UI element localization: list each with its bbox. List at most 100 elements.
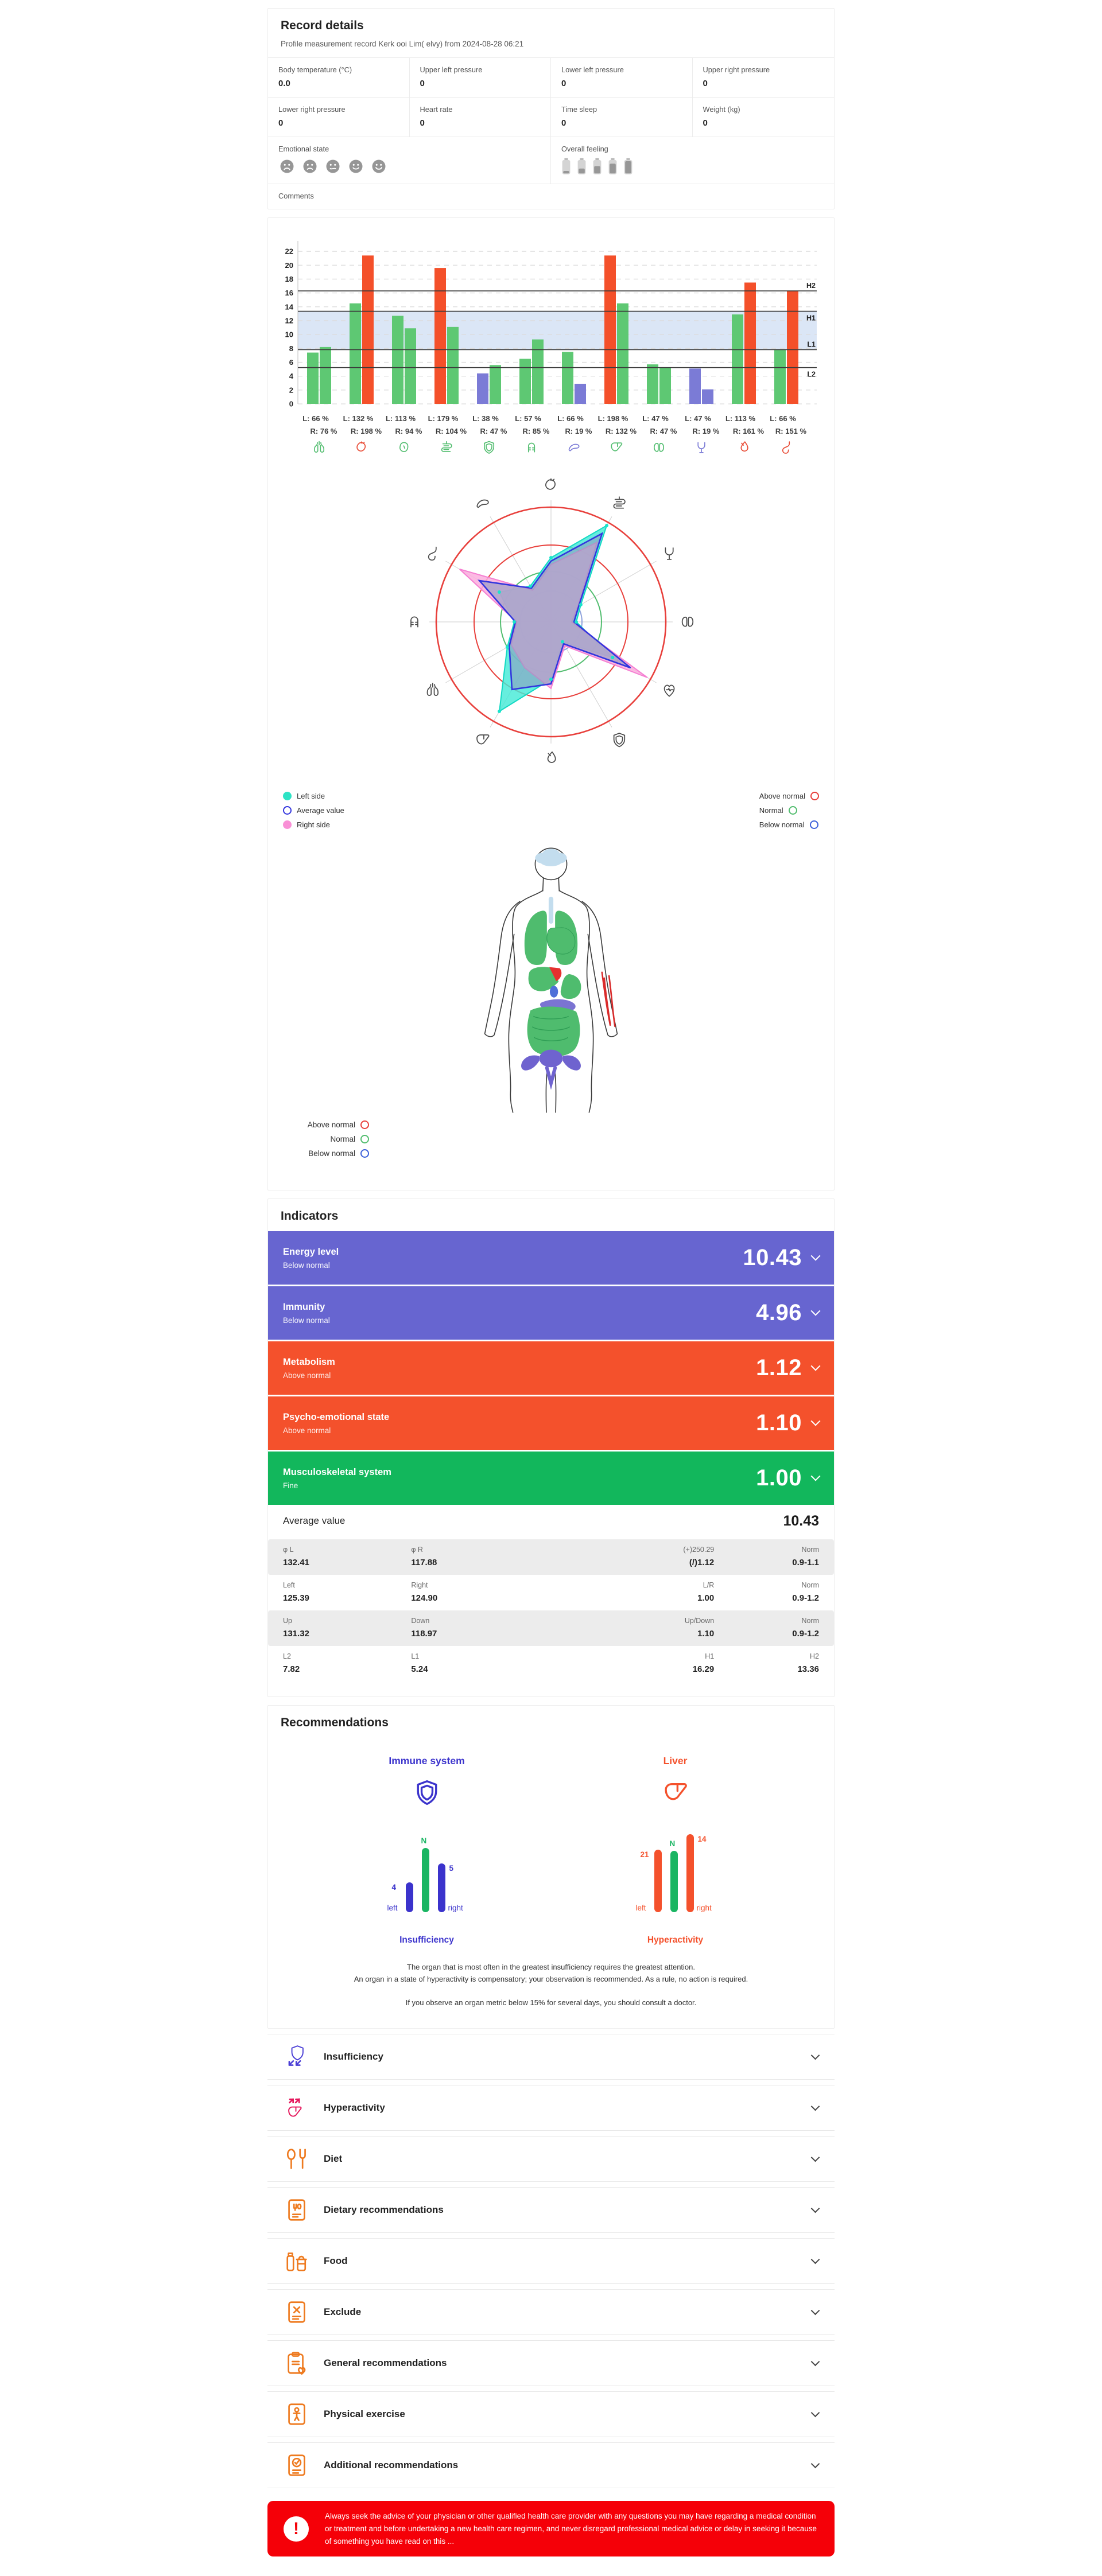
pancreas-icon — [568, 443, 580, 452]
recommendation-column-liver: Liver 21 N 14 left right Hyperactivity — [584, 1755, 767, 1945]
accordion-label: Physical exercise — [324, 2408, 405, 2420]
chevron-down-icon[interactable] — [810, 2050, 820, 2060]
overall-feeling-picker[interactable] — [561, 158, 824, 178]
accordion-hyperactivity[interactable]: Hyperactivity — [267, 2085, 835, 2131]
chevron-down-icon[interactable] — [810, 2204, 820, 2213]
indicator-psycho-emotional-state[interactable]: Psycho-emotional state Above normal 1.10 — [268, 1396, 834, 1450]
svg-text:R: 47 %: R: 47 % — [650, 427, 677, 435]
table-row: L2 7.82 L1 5.24 H1 16.29 H2 13.36 — [268, 1646, 834, 1682]
chevron-down-icon[interactable] — [810, 1471, 821, 1481]
battery-level-icon-2[interactable] — [577, 158, 587, 178]
mood-face-icon-3[interactable] — [324, 158, 342, 178]
accordion-dietary-recommendations[interactable]: Dietary recommendations — [267, 2187, 835, 2233]
chevron-down-icon[interactable] — [810, 2459, 820, 2469]
comments-field[interactable]: Comments — [268, 184, 834, 209]
cell-value: 5.24 — [411, 1664, 428, 1674]
legend-item-normal: Normal — [283, 1135, 369, 1143]
accordion-diet[interactable]: Diet — [267, 2136, 835, 2182]
accordion-label: Food — [324, 2255, 348, 2267]
food-jars-icon — [284, 2248, 310, 2274]
accordion-additional-recommendations[interactable]: Additional recommendations — [267, 2442, 835, 2489]
chevron-down-icon[interactable] — [810, 1251, 821, 1260]
legend-item-below-normal: Below normal — [759, 820, 819, 829]
table-cell-h1: H1 16.29 — [540, 1652, 715, 1674]
indicator-immunity[interactable]: Immunity Below normal 4.96 — [268, 1286, 834, 1340]
liver-icon — [660, 1777, 691, 1808]
accordion-exclude[interactable]: Exclude — [267, 2289, 835, 2336]
chevron-down-icon[interactable] — [810, 1416, 821, 1426]
accordion-physical-exercise[interactable]: Physical exercise — [267, 2391, 835, 2438]
note-line: If you observe an organ metric below 15%… — [405, 1998, 697, 2007]
chevron-down-icon[interactable] — [810, 2255, 820, 2264]
chevron-down-icon[interactable] — [810, 2306, 820, 2316]
cell-value: 117.88 — [411, 1558, 437, 1567]
battery-level-icon-3[interactable] — [592, 158, 602, 178]
cell-label: L2 — [283, 1652, 291, 1660]
field-time-sleep[interactable]: Time sleep 0 — [551, 98, 693, 137]
table-cell-h2: H2 13.36 — [714, 1652, 819, 1674]
mini-bar — [421, 1848, 429, 1912]
mood-face-icon-5[interactable] — [370, 158, 387, 178]
table-cell-norm: Norm 0.9-1.2 — [714, 1581, 819, 1603]
liver-icon — [476, 734, 490, 745]
colon-icon — [410, 616, 418, 628]
immune-shield-icon — [417, 1780, 437, 1805]
indicator-text: Energy level Below normal — [283, 1247, 339, 1270]
record-details-page: Record details Profile measurement recor… — [0, 8, 1102, 2557]
svg-text:6: 6 — [289, 358, 293, 367]
battery-level-icon-4[interactable] — [608, 158, 618, 178]
left-label: left — [387, 1904, 398, 1912]
cell-label: (+)250.29 — [683, 1546, 715, 1554]
legend-label: Right side — [297, 820, 330, 829]
chevron-down-icon[interactable] — [810, 2357, 820, 2367]
chevron-down-icon[interactable] — [810, 2408, 820, 2418]
mood-face-icon-2[interactable] — [301, 158, 319, 178]
legend-swatch-icon — [283, 806, 292, 815]
legend-item-above-normal: Above normal — [759, 792, 819, 800]
accordion-general-recommendations[interactable]: General recommendations — [267, 2340, 835, 2387]
gallbladder-organ — [549, 986, 558, 998]
battery-level-icon-5[interactable] — [623, 158, 633, 178]
legend-label: Average value — [297, 806, 344, 815]
indicator-name: Immunity — [283, 1301, 325, 1312]
accordion-food[interactable]: Food — [267, 2238, 835, 2285]
battery-level-icon-1[interactable] — [561, 158, 571, 178]
cutlery-icon — [284, 2146, 310, 2172]
field-upper-right-pressure[interactable]: Upper right pressure 0 — [692, 58, 834, 98]
chevron-down-icon[interactable] — [810, 2153, 820, 2162]
bladder-icon — [665, 547, 674, 560]
check-doc-icon — [284, 2452, 310, 2478]
field-body-temperature-c[interactable]: Body temperature (°C) 0.0 — [268, 58, 410, 98]
table-cell-norm: Norm 0.9-1.1 — [714, 1546, 819, 1567]
svg-text:L1: L1 — [807, 340, 816, 348]
charts-card: 0 2 4 6 8 10 12 14 16 18 20 22 L: 66 % R: 76 % L: 132 … — [267, 217, 835, 1190]
emotional-state-picker[interactable] — [278, 158, 540, 178]
record-details-card: Record details Profile measurement recor… — [267, 8, 835, 209]
mood-face-icon-4[interactable] — [347, 158, 364, 178]
cell-label: Right — [411, 1581, 428, 1589]
field-lower-left-pressure[interactable]: Lower left pressure 0 — [551, 58, 693, 98]
chevron-down-icon[interactable] — [810, 1361, 821, 1371]
kidneys-icon — [681, 616, 694, 627]
field-label: Lower left pressure — [561, 65, 624, 74]
cell-value: 7.82 — [283, 1664, 300, 1674]
chevron-down-icon[interactable] — [810, 1306, 821, 1316]
field-weight-kg[interactable]: Weight (kg) 0 — [692, 98, 834, 137]
svg-text:16: 16 — [285, 289, 293, 297]
indicator-metabolism[interactable]: Metabolism Above normal 1.12 — [268, 1341, 834, 1395]
accordion-insufficiency[interactable]: Insufficiency — [267, 2034, 835, 2080]
chevron-down-icon[interactable] — [810, 2102, 820, 2111]
indicator-energy-level[interactable]: Energy level Below normal 10.43 — [268, 1231, 834, 1285]
mini-bar — [686, 1834, 694, 1912]
cell-value: 1.10 — [697, 1629, 715, 1639]
field-upper-left-pressure[interactable]: Upper left pressure 0 — [409, 58, 551, 98]
mood-face-icon-1[interactable] — [278, 158, 296, 178]
field-heart-rate[interactable]: Heart rate 0 — [409, 98, 551, 137]
field-lower-right-pressure[interactable]: Lower right pressure 0 — [268, 98, 410, 137]
legend-item-above-normal: Above normal — [283, 1120, 369, 1129]
indicator-status: Below normal — [283, 1316, 330, 1325]
legend-label: Above normal — [307, 1120, 355, 1129]
cell-value: 0.9-1.2 — [792, 1593, 819, 1603]
indicator-musculoskeletal-system[interactable]: Musculoskeletal system Fine 1.00 — [268, 1452, 834, 1505]
radar-legend-series: Left side Average value Right side — [283, 792, 344, 835]
